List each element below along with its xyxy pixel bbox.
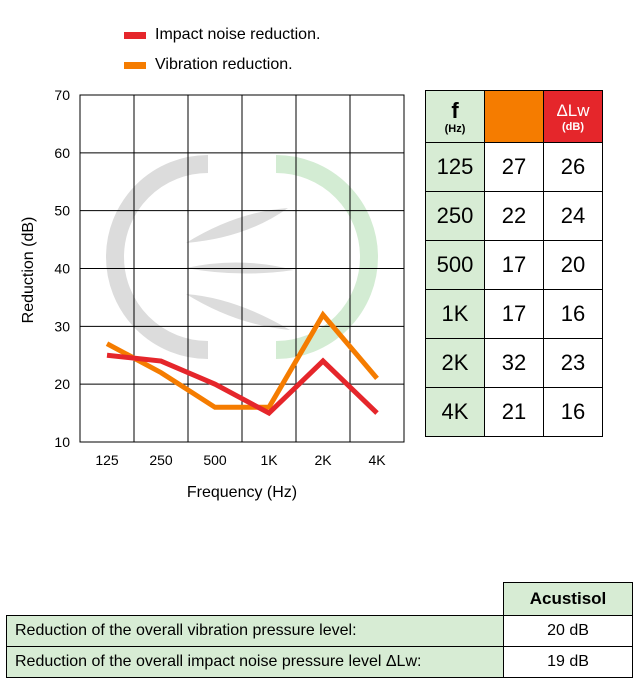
frequency-table-header: f (Hz) ΔLw (dB) <box>425 90 603 143</box>
summary-header-spacer <box>7 583 504 616</box>
x-axis-label: Frequency (Hz) <box>187 484 297 501</box>
cell-vibration: 17 <box>484 240 544 290</box>
x-tick-label: 4K <box>368 452 386 468</box>
x-tick-label: 125 <box>95 452 119 468</box>
chart-legend: Impact noise reduction. Vibration reduct… <box>124 20 320 80</box>
header-impact-unit: (dB) <box>562 120 584 133</box>
summary-table: Acustisol Reduction of the overall vibra… <box>6 582 633 678</box>
cell-vibration: 17 <box>484 289 544 339</box>
x-tick-label: 500 <box>203 452 227 468</box>
cell-vibration: 22 <box>484 191 544 241</box>
watermark-leaf-top <box>186 208 288 243</box>
y-tick-label: 30 <box>54 318 70 334</box>
cell-impact: 16 <box>543 387 603 437</box>
table-row: 250 22 24 <box>425 191 603 241</box>
cell-frequency: 1K <box>425 289 485 339</box>
cell-vibration: 32 <box>484 338 544 388</box>
cell-impact: 23 <box>543 338 603 388</box>
table-row: 500 17 20 <box>425 240 603 290</box>
cell-impact: 26 <box>543 142 603 192</box>
legend-item-impact: Impact noise reduction. <box>124 20 320 50</box>
summary-value-impact: 19 dB <box>503 646 633 678</box>
summary-row: Reduction of the overall impact noise pr… <box>6 646 633 678</box>
y-axis-ticks: 10 20 30 40 50 60 70 <box>54 87 70 450</box>
y-tick-label: 60 <box>54 145 70 161</box>
cell-frequency: 500 <box>425 240 485 290</box>
series-line-vibration <box>105 310 379 410</box>
cell-vibration: 27 <box>484 142 544 192</box>
legend-label-vibration: Vibration reduction. <box>155 56 293 73</box>
summary-label-impact: Reduction of the overall impact noise pr… <box>6 646 504 678</box>
header-frequency-unit: (Hz) <box>444 122 466 135</box>
table-row: 1K 17 16 <box>425 289 603 339</box>
x-tick-label: 250 <box>149 452 173 468</box>
cell-frequency: 125 <box>425 142 485 192</box>
frequency-table: f (Hz) ΔLw (dB) 125 27 26 250 22 24 500 … <box>425 90 603 437</box>
header-frequency: f (Hz) <box>425 90 485 143</box>
y-tick-label: 50 <box>54 203 70 219</box>
header-vibration <box>484 90 544 143</box>
cell-frequency: 2K <box>425 338 485 388</box>
watermark-green-arc <box>275 155 378 359</box>
cell-impact: 24 <box>543 191 603 241</box>
table-row: 125 27 26 <box>425 142 603 192</box>
summary-row: Reduction of the overall vibration press… <box>6 615 633 647</box>
watermark-leaf-bottom <box>186 294 290 330</box>
y-tick-label: 40 <box>54 261 70 277</box>
summary-value-vibration: 20 dB <box>503 615 633 647</box>
y-tick-label: 70 <box>54 87 70 103</box>
legend-label-impact: Impact noise reduction. <box>155 26 321 43</box>
header-impact: ΔLw (dB) <box>543 90 603 143</box>
x-tick-label: 2K <box>314 452 332 468</box>
cell-impact: 20 <box>543 240 603 290</box>
header-frequency-symbol: f <box>451 97 459 123</box>
legend-swatch-vibration <box>124 61 146 69</box>
cell-vibration: 21 <box>484 387 544 437</box>
table-row: 4K 21 16 <box>425 387 603 437</box>
y-tick-label: 20 <box>54 376 70 392</box>
legend-swatch-impact <box>124 31 146 39</box>
cell-frequency: 250 <box>425 191 485 241</box>
watermark-gray-arc <box>106 155 209 359</box>
table-row: 2K 32 23 <box>425 338 603 388</box>
header-impact-symbol: ΔLw <box>556 100 590 120</box>
x-tick-label: 1K <box>260 452 278 468</box>
summary-label-vibration: Reduction of the overall vibration press… <box>6 615 504 647</box>
x-axis-ticks: 125 250 500 1K 2K 4K <box>95 452 386 468</box>
summary-header-row: Acustisol <box>7 582 633 616</box>
y-axis-label: Reduction (dB) <box>20 217 37 324</box>
cell-impact: 16 <box>543 289 603 339</box>
summary-product-header: Acustisol <box>503 582 633 616</box>
series-line-impact <box>106 352 379 417</box>
y-tick-label: 10 <box>54 434 70 450</box>
line-chart: 10 20 30 40 50 60 70 125 250 500 1K 2K 4K Reduction… <box>20 87 405 501</box>
chart-series <box>105 310 379 417</box>
cell-frequency: 4K <box>425 387 485 437</box>
watermark-logo <box>106 155 378 359</box>
legend-item-vibration: Vibration reduction. <box>124 50 320 80</box>
